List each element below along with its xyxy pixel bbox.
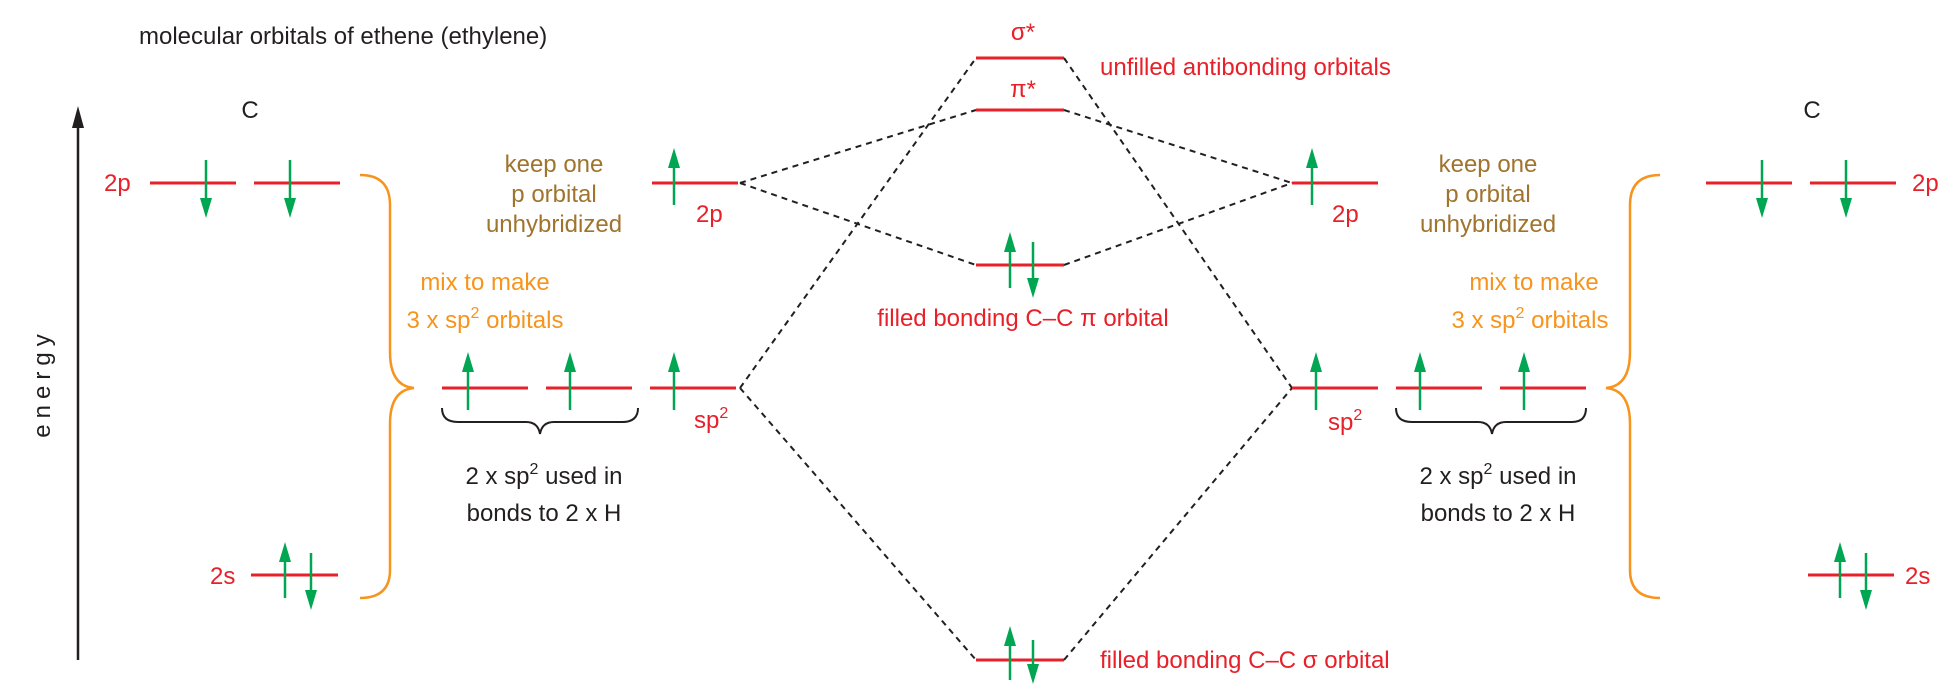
svg-text:mix to make: mix to make — [1469, 269, 1598, 296]
left-mix-brace — [359, 173, 415, 600]
svg-text:3 x sp2 orbitals: 3 x sp2 orbitals — [407, 305, 564, 334]
energy-axis-arrowhead — [72, 106, 84, 128]
right-hybrid-2p: 2p — [1292, 148, 1378, 228]
right-hybrid-2p-label: 2p — [1332, 201, 1359, 228]
svg-text:bonds to 2 x H: bonds to 2 x H — [467, 500, 622, 527]
right-keep-note: keep one p orbital unhybridized — [1420, 151, 1556, 238]
svg-text:mix to make: mix to make — [420, 269, 549, 296]
svg-text:p orbital: p orbital — [1445, 181, 1530, 208]
svg-text:unhybridized: unhybridized — [486, 211, 622, 238]
svg-text:unhybridized: unhybridized — [1420, 211, 1556, 238]
sigma-bonding-orbital — [976, 626, 1064, 684]
svg-text:2 x sp2 used in: 2 x sp2 used in — [466, 461, 623, 490]
left-mix-note: mix to make 3 x sp2 orbitals — [407, 269, 564, 334]
sigma-star-orbital: σ* — [976, 19, 1064, 60]
right-used-note: 2 x sp2 used in bonds to 2 x H — [1420, 461, 1577, 527]
atom-label-left: C — [241, 97, 258, 124]
sigma-bonding-note: filled bonding C–C σ orbital — [1100, 647, 1390, 674]
left-sp2-used-brace — [441, 407, 639, 435]
right-sp2-used-brace — [1395, 407, 1587, 435]
left-hybrid-2p-label: 2p — [696, 201, 723, 228]
svg-text:p orbital: p orbital — [511, 181, 596, 208]
right-sp2-label: sp2 — [1328, 407, 1362, 436]
left-sp2-levels: sp2 — [442, 352, 736, 434]
pi-bonding-note: filled bonding C–C π orbital — [877, 305, 1168, 332]
right-mix-note: mix to make 3 x sp2 orbitals — [1452, 269, 1609, 334]
svg-text:2 x sp2 used in: 2 x sp2 used in — [1420, 461, 1577, 490]
svg-text:keep one: keep one — [1439, 151, 1538, 178]
right-2s-label: 2s — [1905, 563, 1930, 590]
diagram-title: molecular orbitals of ethene (ethylene) — [139, 23, 547, 50]
right-mix-brace — [1605, 173, 1661, 600]
svg-text:3 x sp2 orbitals: 3 x sp2 orbitals — [1452, 305, 1609, 334]
pi-star-label: π* — [1010, 76, 1036, 103]
left-keep-note: keep one p orbital unhybridized — [486, 151, 622, 238]
svg-text:bonds to 2 x H: bonds to 2 x H — [1421, 500, 1576, 527]
left-atom-2p: 2p — [104, 160, 340, 218]
pi-star-orbital: π* — [976, 76, 1064, 112]
right-2p-label: 2p — [1912, 170, 1939, 197]
left-hybrid-2p: 2p — [652, 148, 738, 228]
left-sp2-label: sp2 — [694, 405, 728, 434]
atom-label-right: C — [1803, 97, 1820, 124]
antibonding-note: unfilled antibonding orbitals — [1100, 54, 1391, 81]
left-2p-label: 2p — [104, 170, 131, 197]
right-sp2-levels: sp2 — [1292, 352, 1586, 436]
svg-text:keep one: keep one — [505, 151, 604, 178]
correlation-lines — [739, 57, 1293, 661]
pi-bonding-orbital — [976, 232, 1064, 298]
right-atom-2s: 2s — [1808, 542, 1930, 610]
energy-axis-label: energy — [29, 328, 56, 437]
right-atom-2p: 2p — [1706, 160, 1939, 218]
sigma-star-label: σ* — [1011, 19, 1035, 46]
left-2s-label: 2s — [210, 563, 235, 590]
left-used-note: 2 x sp2 used in bonds to 2 x H — [466, 461, 623, 527]
left-atom-2s: 2s — [210, 542, 338, 610]
